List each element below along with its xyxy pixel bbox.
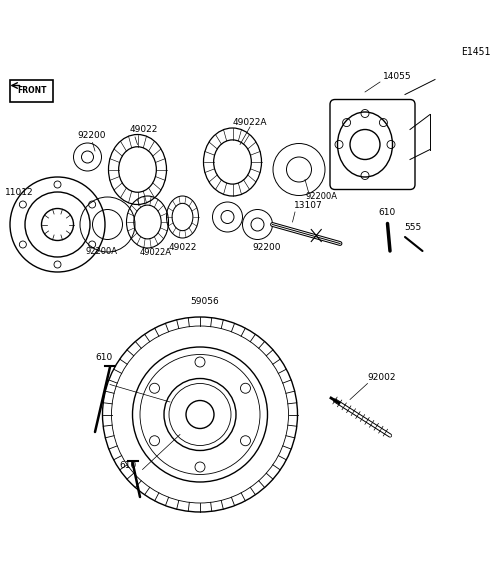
Text: 610: 610	[378, 208, 395, 217]
FancyBboxPatch shape	[330, 100, 415, 189]
Text: FRONT: FRONT	[18, 86, 47, 95]
Text: 92200: 92200	[78, 130, 106, 139]
Text: 92002: 92002	[368, 373, 396, 382]
Text: E1451: E1451	[460, 47, 490, 57]
Text: 14055: 14055	[382, 72, 411, 81]
Text: 49022: 49022	[130, 126, 158, 134]
Text: 610: 610	[119, 460, 136, 469]
Text: 49022A: 49022A	[140, 248, 172, 257]
Text: 49022A: 49022A	[232, 118, 267, 127]
Text: 59056: 59056	[190, 298, 220, 307]
Text: 11012: 11012	[5, 188, 34, 197]
Text: 92200A: 92200A	[305, 192, 337, 201]
Text: 610: 610	[95, 353, 112, 362]
FancyBboxPatch shape	[10, 80, 52, 102]
Text: 92200: 92200	[252, 243, 281, 252]
Text: 92200A: 92200A	[85, 247, 117, 256]
Text: 49022: 49022	[168, 243, 196, 252]
Text: 13107: 13107	[294, 201, 323, 211]
Text: 555: 555	[404, 223, 421, 232]
